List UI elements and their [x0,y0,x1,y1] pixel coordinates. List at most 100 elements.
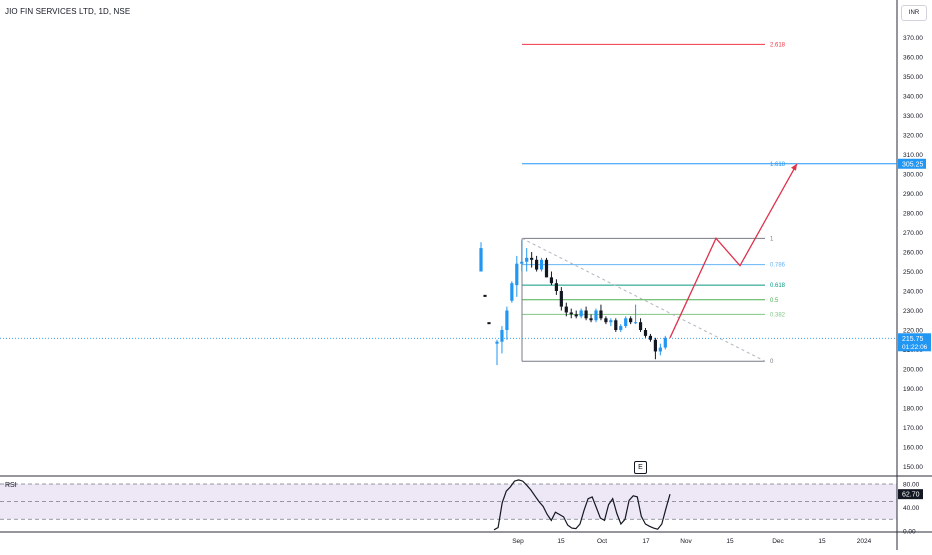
candle-body[interactable] [663,337,667,348]
rsi-bands [0,483,897,520]
candle-body[interactable] [549,277,554,284]
fib-level-label: 0.382 [770,312,786,318]
price-tick-label: 300.00 [903,172,923,179]
candle-body[interactable] [500,330,504,342]
candle-body[interactable] [638,322,643,330]
candle-body[interactable] [648,335,653,340]
fib-level-label: 0 [770,359,774,365]
last-price-badge: 215.75 01:22:06 [898,333,931,352]
rsi-tick-label: 40.00 [903,505,920,512]
price-tick-label: 280.00 [903,211,923,218]
candlestick-series[interactable] [479,240,667,366]
candle-body[interactable] [515,263,519,286]
fib-level-label: 0.5 [770,298,779,304]
time-scale[interactable]: Sep 15 Oct 17 Nov 15 Dec 15 2024 [512,538,871,545]
candle-body[interactable] [535,259,539,270]
fib-level-label: 0.786 [770,263,786,269]
candle-body[interactable] [487,322,491,325]
candle-body[interactable] [614,320,618,330]
time-tick-label: 17 [642,538,650,545]
price-tick-label: 370.00 [903,35,923,42]
candle-body[interactable] [569,312,573,315]
rsi-line[interactable] [493,479,671,531]
time-tick-label: Nov [680,538,692,545]
price-tick-label: 150.00 [903,464,923,471]
time-tick-label: Oct [597,538,607,545]
candle-body[interactable] [629,318,633,323]
candle-body[interactable] [619,326,623,330]
candle-body[interactable] [658,347,662,352]
candle-body[interactable] [479,248,483,272]
candle-body[interactable] [495,341,499,344]
currency-button[interactable]: INR [901,5,927,21]
countdown-label: 01:22:06 [902,344,928,351]
price-tick-label: 330.00 [903,113,923,120]
rsi-value-label: 62.70 [902,492,920,499]
fib-level-label: 1.618 [770,162,786,168]
rsi-scale: 80.00 40.00 0.00 [903,482,920,536]
price-tick-label: 310.00 [903,152,923,159]
rsi-value-badge: 62.70 [898,489,923,500]
price-tick-label: 200.00 [903,367,923,374]
rsi-indicator-label[interactable]: RSI [5,482,17,489]
time-tick-label: 15 [818,538,826,545]
price-tick-label: 190.00 [903,386,923,393]
price-tick-label: 240.00 [903,289,923,296]
time-tick-label: 2024 [857,538,872,545]
projection-arrowhead [791,163,797,171]
price-scale[interactable]: 370.00 360.00 350.00 340.00 330.00 320.00 310.… [903,35,923,471]
price-tick-label: 340.00 [903,94,923,101]
candle-body[interactable] [653,339,657,352]
fib-level-label: 2.618 [770,42,786,48]
candle-body[interactable] [559,291,563,307]
candle-body[interactable] [525,257,529,262]
candle-body[interactable] [594,310,598,321]
candle-body[interactable] [584,310,588,319]
candle-body[interactable] [505,310,509,331]
candle-body[interactable] [624,318,628,327]
candle-body[interactable] [634,322,638,324]
fib-level-label: 0.618 [770,283,786,289]
price-tick-label: 180.00 [903,406,923,413]
price-tick-label: 350.00 [903,74,923,81]
candle-body[interactable] [544,259,549,278]
candle-body[interactable] [564,306,568,313]
candle-body[interactable] [589,318,593,321]
price-tick-label: 250.00 [903,269,923,276]
time-tick-label: 15 [726,538,734,545]
candle-body[interactable] [530,257,534,260]
price-tick-label: 230.00 [903,308,923,315]
projection-path[interactable] [669,163,798,339]
candle-body[interactable] [609,320,613,323]
chart-title: JIO FIN SERVICES LTD, 1D, NSE [5,7,131,16]
price-tick-label: 260.00 [903,250,923,257]
candle-body[interactable] [554,283,558,291]
target-price-label: 305.25 [902,161,924,168]
price-tick-label: 360.00 [903,55,923,62]
candle-body[interactable] [643,330,648,336]
candle-body[interactable] [510,283,514,301]
price-tick-label: 320.00 [903,133,923,140]
price-tick-label: 220.00 [903,328,923,335]
target-price-badge: 305.25 [898,158,926,169]
price-tick-label: 290.00 [903,191,923,198]
candle-body[interactable] [483,294,487,297]
candle-body[interactable] [599,310,603,319]
candle-body[interactable] [574,314,578,317]
candle-body[interactable] [520,261,524,264]
candle-body[interactable] [579,310,583,317]
candle-body[interactable] [604,318,608,323]
price-tick-label: 170.00 [903,425,923,432]
time-tick-label: 15 [557,538,565,545]
price-tick-label: 270.00 [903,230,923,237]
rsi-tick-label: 0.00 [903,529,916,536]
fibonacci-retracement[interactable]: 2.618 1.618 1 0.786 0.618 0.5 0.382 0 [521,42,897,365]
time-tick-label: Dec [772,538,784,545]
candle-body[interactable] [539,259,544,270]
rsi-tick-label: 80.00 [903,482,920,489]
last-price-label: 215.75 [902,336,924,343]
earnings-event-icon[interactable]: E [634,461,647,474]
price-tick-label: 160.00 [903,445,923,452]
fib-level-label: 1 [770,236,774,242]
